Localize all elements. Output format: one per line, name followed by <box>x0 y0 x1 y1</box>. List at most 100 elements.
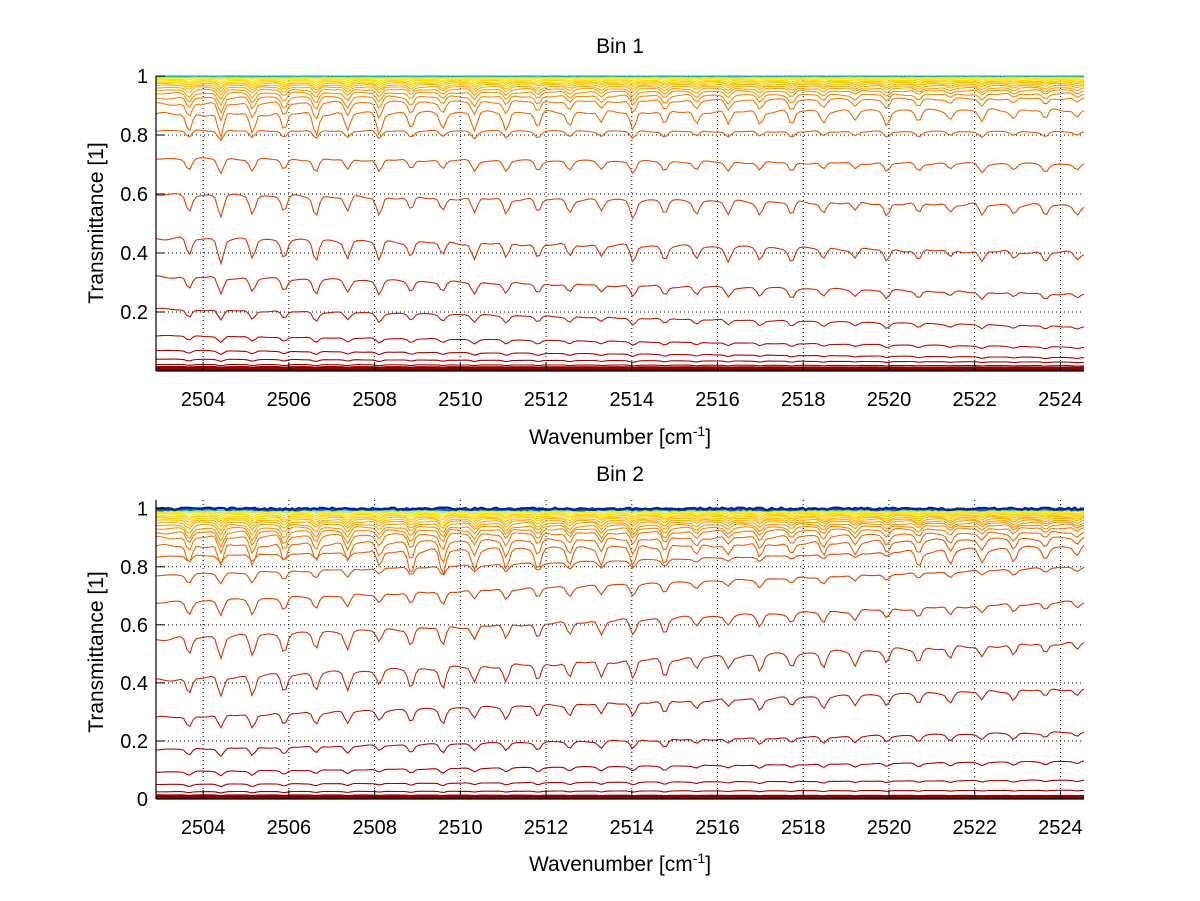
x-tick-label: 2504 <box>181 817 226 839</box>
series-curve-15 <box>155 527 1085 555</box>
x-tick-label: 2518 <box>781 389 826 411</box>
y-tick-label: 0.4 <box>120 673 148 695</box>
x-tick-label: 2524 <box>1038 817 1083 839</box>
y-tick-label: 0.6 <box>120 184 148 206</box>
series-curve-18 <box>155 86 1085 101</box>
y-tick-labels: 0 0.2 0.4 0.6 0.8 1 <box>120 499 148 811</box>
y-tick-label: 1 <box>137 66 148 88</box>
x-tick-label: 2512 <box>524 389 569 411</box>
series-curve-20 <box>155 83 1085 92</box>
x-tick-label: 2520 <box>867 389 912 411</box>
y-tick-label: 0.2 <box>120 731 148 753</box>
plot-title: Bin 2 <box>596 463 644 486</box>
series-curve-13 <box>155 536 1085 576</box>
series-curve-11 <box>155 566 1085 617</box>
series-curve-20 <box>155 516 1085 528</box>
y-tick-label: 0.4 <box>120 243 148 265</box>
series-curve-3 <box>155 365 1084 370</box>
axes-bin-1: Bin 1 2504 2506 2508 2510 2512 2514 2516 2518 25… <box>85 35 1085 449</box>
x-tick-label: 2510 <box>438 389 483 411</box>
series-curve-9 <box>155 275 1085 301</box>
x-axis-label: Wavenumber [cm-1] <box>529 850 711 876</box>
series-curve-7 <box>155 731 1085 758</box>
series-curve-14 <box>155 530 1085 568</box>
series-curve-23 <box>156 512 1085 520</box>
x-tick-label: 2520 <box>867 817 912 839</box>
x-tick-label: 2522 <box>952 817 997 839</box>
x-axis-label-main: Wavenumber [cm <box>529 426 693 449</box>
y-tick-label: 0.6 <box>120 615 148 637</box>
series-curve-19 <box>155 84 1085 96</box>
series-curve-6 <box>156 760 1085 777</box>
x-tick-label: 2508 <box>352 817 397 839</box>
series-curve-4 <box>156 789 1085 794</box>
series-curve-16 <box>155 92 1085 115</box>
series-curve-17 <box>155 521 1085 542</box>
series-curve-22 <box>155 513 1085 522</box>
x-axis-label-main: Wavenumber [cm <box>529 853 693 876</box>
series-curve-5 <box>156 779 1085 788</box>
y-tick-label: 1 <box>137 499 148 521</box>
series-curve-15 <box>155 97 1085 123</box>
x-tick-labels: 2504 2506 2508 2510 2512 2514 2516 2518 2520 2522… <box>181 817 1083 839</box>
x-axis-label-superscript: -1 <box>693 850 706 866</box>
axes-bin-2: Bin 2 2504 2506 2508 2510 2512 2514 2516 2518 25… <box>85 463 1085 876</box>
y-tick-label: 0.8 <box>120 557 148 579</box>
series-curve-7 <box>155 334 1085 350</box>
series-curve-19 <box>155 517 1085 532</box>
x-tick-label: 2524 <box>1038 389 1083 411</box>
series-curve-12 <box>155 157 1085 175</box>
y-tick-label: 0.8 <box>120 125 148 147</box>
series-curve-10 <box>155 600 1085 661</box>
y-axis-label: Transmittance [1] <box>85 142 108 303</box>
series-curve-14 <box>155 108 1085 140</box>
grid <box>156 75 1084 371</box>
y-tick-labels: 0.2 0.4 0.6 0.8 1 <box>120 66 148 324</box>
y-axis-label: Transmittance [1] <box>85 571 108 732</box>
axis-lines <box>155 75 1084 372</box>
series-curve-21 <box>156 81 1085 89</box>
x-axis-label: Wavenumber [cm-1] <box>529 423 711 449</box>
series-curve-6 <box>156 349 1085 360</box>
curves <box>155 75 1085 372</box>
x-tick-label: 2506 <box>267 817 312 839</box>
y-tick-label: 0.2 <box>120 302 148 324</box>
series-curve-29 <box>155 506 1085 512</box>
series-curve-24 <box>155 511 1085 518</box>
x-tick-label: 2514 <box>610 817 655 839</box>
series-curve-9 <box>155 641 1085 698</box>
series-curve-21 <box>156 515 1085 525</box>
series-curve-24 <box>155 78 1085 83</box>
axis-lines <box>155 500 1084 800</box>
curves <box>155 506 1085 800</box>
series-curve-25 <box>156 510 1085 516</box>
series-curve-12 <box>155 544 1085 585</box>
series-curve-16 <box>155 523 1085 549</box>
series-curve-3 <box>156 794 1085 798</box>
series-curve-23 <box>156 79 1085 85</box>
series-curve-26 <box>155 510 1085 514</box>
series-curve-5 <box>156 358 1085 364</box>
x-axis-label-end: ] <box>705 426 711 449</box>
x-tick-label: 2516 <box>695 817 740 839</box>
x-tick-label: 2508 <box>352 389 397 411</box>
plot-title: Bin 1 <box>596 35 644 58</box>
series-curve-10 <box>155 236 1085 266</box>
series-curve-18 <box>155 519 1085 537</box>
series-curve-25 <box>156 77 1085 81</box>
x-tick-label: 2518 <box>781 817 826 839</box>
x-tick-label: 2516 <box>695 389 740 411</box>
x-tick-label: 2506 <box>267 389 312 411</box>
series-curve-17 <box>155 89 1085 107</box>
x-tick-label: 2510 <box>438 817 483 839</box>
x-tick-label: 2514 <box>610 389 655 411</box>
series-curve-13 <box>155 129 1085 142</box>
series-curve-8 <box>155 688 1085 729</box>
series-curve-4 <box>155 363 1085 367</box>
y-tick-label: 0 <box>137 789 148 811</box>
series-curve-8 <box>155 307 1085 330</box>
x-tick-label: 2512 <box>524 817 569 839</box>
x-tick-label: 2522 <box>952 389 997 411</box>
x-tick-label: 2504 <box>181 389 226 411</box>
